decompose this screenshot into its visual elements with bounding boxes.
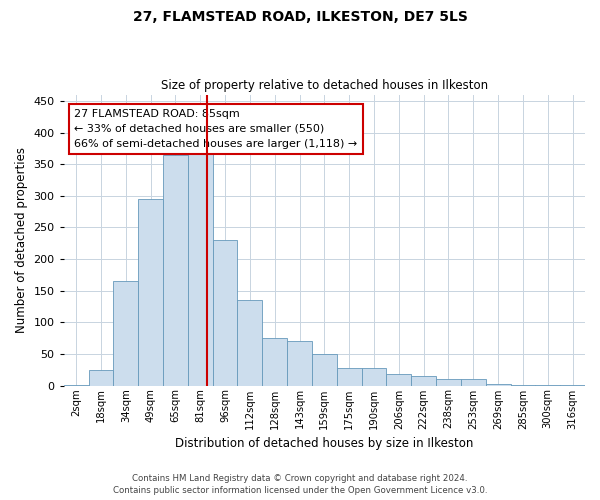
Bar (362, 368, 386, 386)
Bar (312, 354, 337, 386)
Bar (486, 384, 511, 386)
Y-axis label: Number of detached properties: Number of detached properties (15, 147, 28, 333)
Bar (188, 152, 212, 386)
Text: 27 FLAMSTEAD ROAD: 85sqm
← 33% of detached houses are smaller (550)
66% of semi-: 27 FLAMSTEAD ROAD: 85sqm ← 33% of detach… (74, 109, 358, 148)
Bar (511, 385, 535, 386)
Bar (163, 154, 188, 386)
Bar (535, 385, 560, 386)
Bar (386, 374, 411, 386)
Bar (560, 385, 585, 386)
Bar (138, 199, 163, 386)
Bar (113, 281, 138, 386)
Bar (436, 379, 461, 386)
Bar (337, 368, 362, 386)
X-axis label: Distribution of detached houses by size in Ilkeston: Distribution of detached houses by size … (175, 437, 473, 450)
Bar (411, 376, 436, 386)
Title: Size of property relative to detached houses in Ilkeston: Size of property relative to detached ho… (161, 79, 488, 92)
Text: Contains HM Land Registry data © Crown copyright and database right 2024.
Contai: Contains HM Land Registry data © Crown c… (113, 474, 487, 495)
Bar (238, 300, 262, 386)
Bar (64, 385, 89, 386)
Bar (262, 338, 287, 386)
Bar (212, 240, 238, 386)
Bar (461, 379, 486, 386)
Bar (287, 341, 312, 386)
Text: 27, FLAMSTEAD ROAD, ILKESTON, DE7 5LS: 27, FLAMSTEAD ROAD, ILKESTON, DE7 5LS (133, 10, 467, 24)
Bar (89, 370, 113, 386)
